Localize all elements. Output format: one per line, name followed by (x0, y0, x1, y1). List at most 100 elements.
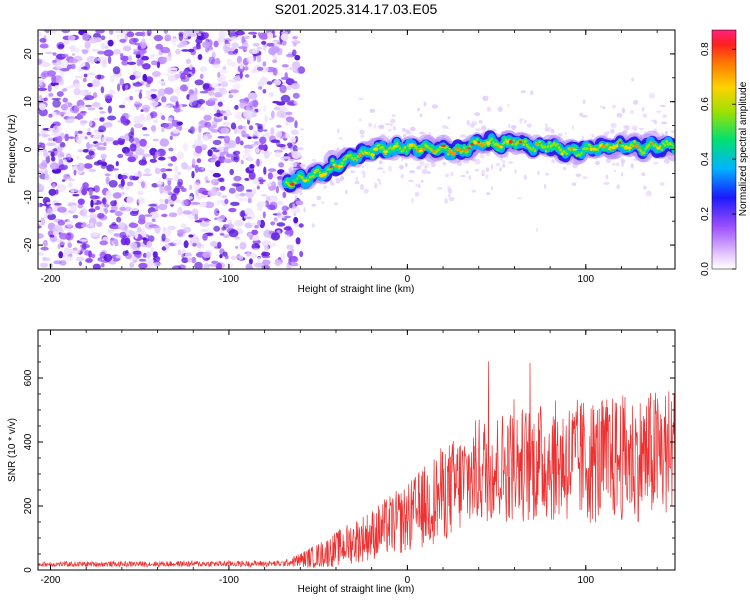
noise-speck (91, 49, 101, 52)
noise-speck (250, 253, 257, 259)
noise-speck (242, 125, 246, 129)
ridge-blob (384, 152, 387, 156)
ridge-blob (326, 168, 329, 171)
noise-speck (42, 134, 51, 137)
noise-speck (120, 237, 128, 246)
noise-speck (204, 121, 212, 128)
ridge-blob (622, 144, 625, 148)
ridge-blob (354, 157, 357, 160)
ridge-blob (605, 143, 609, 147)
noise-speck (82, 182, 89, 190)
noise-speck (196, 36, 204, 40)
noise-speck (210, 159, 217, 163)
ridge-blob (476, 138, 479, 141)
noise-speck (161, 233, 166, 242)
noise-speck (213, 104, 219, 113)
ridge-hotspot (337, 164, 344, 168)
noise-speck (93, 117, 99, 121)
noise-speck (38, 103, 46, 111)
noise-speck (563, 166, 567, 171)
noise-speck (393, 126, 397, 131)
noise-speck (199, 221, 210, 227)
noise-speck (161, 56, 167, 64)
noise-speck (119, 204, 127, 213)
noise-speck (68, 136, 75, 139)
ridge-blob (307, 179, 310, 182)
noise-speck (210, 178, 220, 186)
noise-speck (321, 201, 325, 205)
ridge-blob (361, 152, 365, 156)
noise-speck (81, 49, 89, 55)
ridge-blob (445, 145, 448, 149)
noise-speck (138, 258, 147, 262)
noise-speck (490, 164, 494, 170)
noise-speck (109, 30, 114, 35)
noise-speck (508, 124, 511, 128)
noise-speck (76, 155, 80, 160)
noise-speck (220, 81, 229, 88)
noise-speck (621, 172, 624, 177)
noise-speck (144, 168, 151, 174)
noise-speck (89, 213, 98, 219)
noise-speck (330, 182, 335, 186)
noise-speck (142, 133, 150, 137)
noise-speck (238, 46, 248, 50)
ridge-hotspot (467, 147, 471, 150)
noise-speck (147, 262, 156, 266)
noise-speck (648, 92, 655, 99)
noise-speck (447, 116, 451, 120)
noise-speck (223, 234, 230, 239)
noise-speck (267, 168, 277, 172)
noise-speck (605, 174, 609, 180)
noise-speck (197, 54, 203, 61)
noise-speck (84, 41, 91, 50)
noise-speck (490, 186, 494, 191)
noise-speck (104, 45, 109, 49)
noise-speck (189, 126, 195, 135)
ridge-blob (598, 146, 601, 149)
noise-speck (53, 231, 59, 237)
noise-speck (95, 30, 105, 34)
noise-speck (363, 188, 369, 194)
noise-speck (235, 246, 239, 249)
noise-speck (141, 38, 146, 44)
noise-speck (288, 66, 298, 71)
noise-speck (259, 181, 264, 185)
ridge-blob (463, 146, 466, 149)
noise-speck (234, 219, 244, 227)
noise-speck (181, 199, 189, 207)
noise-speck (660, 182, 665, 186)
noise-speck (273, 106, 281, 111)
noise-speck (144, 214, 153, 217)
noise-speck (294, 120, 298, 129)
noise-speck (262, 122, 266, 131)
noise-speck (179, 84, 189, 92)
noise-speck (137, 45, 142, 51)
colorbar-gradient (711, 29, 737, 270)
noise-speck (216, 199, 222, 206)
noise-speck (258, 179, 266, 183)
noise-speck (261, 40, 267, 45)
noise-speck (77, 198, 85, 205)
noise-speck (208, 264, 218, 267)
x-tick-label: 0 (405, 274, 411, 285)
noise-speck (63, 247, 71, 256)
ridge-blob (609, 148, 612, 151)
noise-speck (101, 263, 105, 268)
noise-speck (72, 193, 80, 197)
ridge-blob (340, 161, 344, 165)
noise-speck (191, 100, 202, 109)
noise-speck (616, 184, 620, 190)
noise-speck (39, 82, 43, 87)
noise-speck (261, 194, 268, 197)
ridge-blob (405, 150, 408, 153)
noise-speck (293, 216, 299, 224)
noise-speck (126, 181, 134, 187)
noise-speck (510, 125, 517, 129)
noise-speck (179, 103, 183, 109)
noise-speck (263, 105, 267, 112)
noise-speck (200, 167, 205, 171)
noise-speck (282, 191, 287, 199)
ridge-hotspot (322, 172, 327, 176)
